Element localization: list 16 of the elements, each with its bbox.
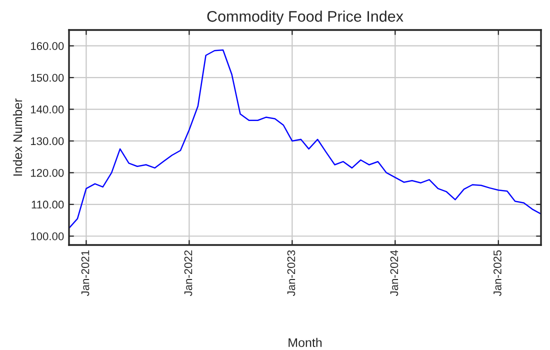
y-tick-label: 160.00: [31, 42, 64, 50]
x-tick-label: Jan-2023: [287, 250, 296, 296]
x-tick-label: Jan-2024: [390, 250, 398, 296]
y-tick-label: 100.00: [31, 232, 64, 240]
chart-title: Commodity Food Price Index: [207, 10, 404, 25]
y-axis-title: Index Number: [12, 98, 22, 176]
y-tick-label: 120.00: [31, 168, 64, 177]
x-tick-label: Jan-2021: [81, 250, 90, 296]
x-axis-title: Month: [288, 338, 322, 348]
line-series: [69, 49, 541, 229]
x-tick-label: Jan-2022: [184, 250, 192, 296]
y-tick-label: 150.00: [31, 74, 64, 82]
x-tick-label: Jan-2025: [494, 250, 502, 296]
y-tick-label: 110.00: [32, 200, 64, 209]
y-tick-label: 140.00: [31, 106, 64, 114]
y-tick-label: 130.00: [31, 137, 64, 146]
